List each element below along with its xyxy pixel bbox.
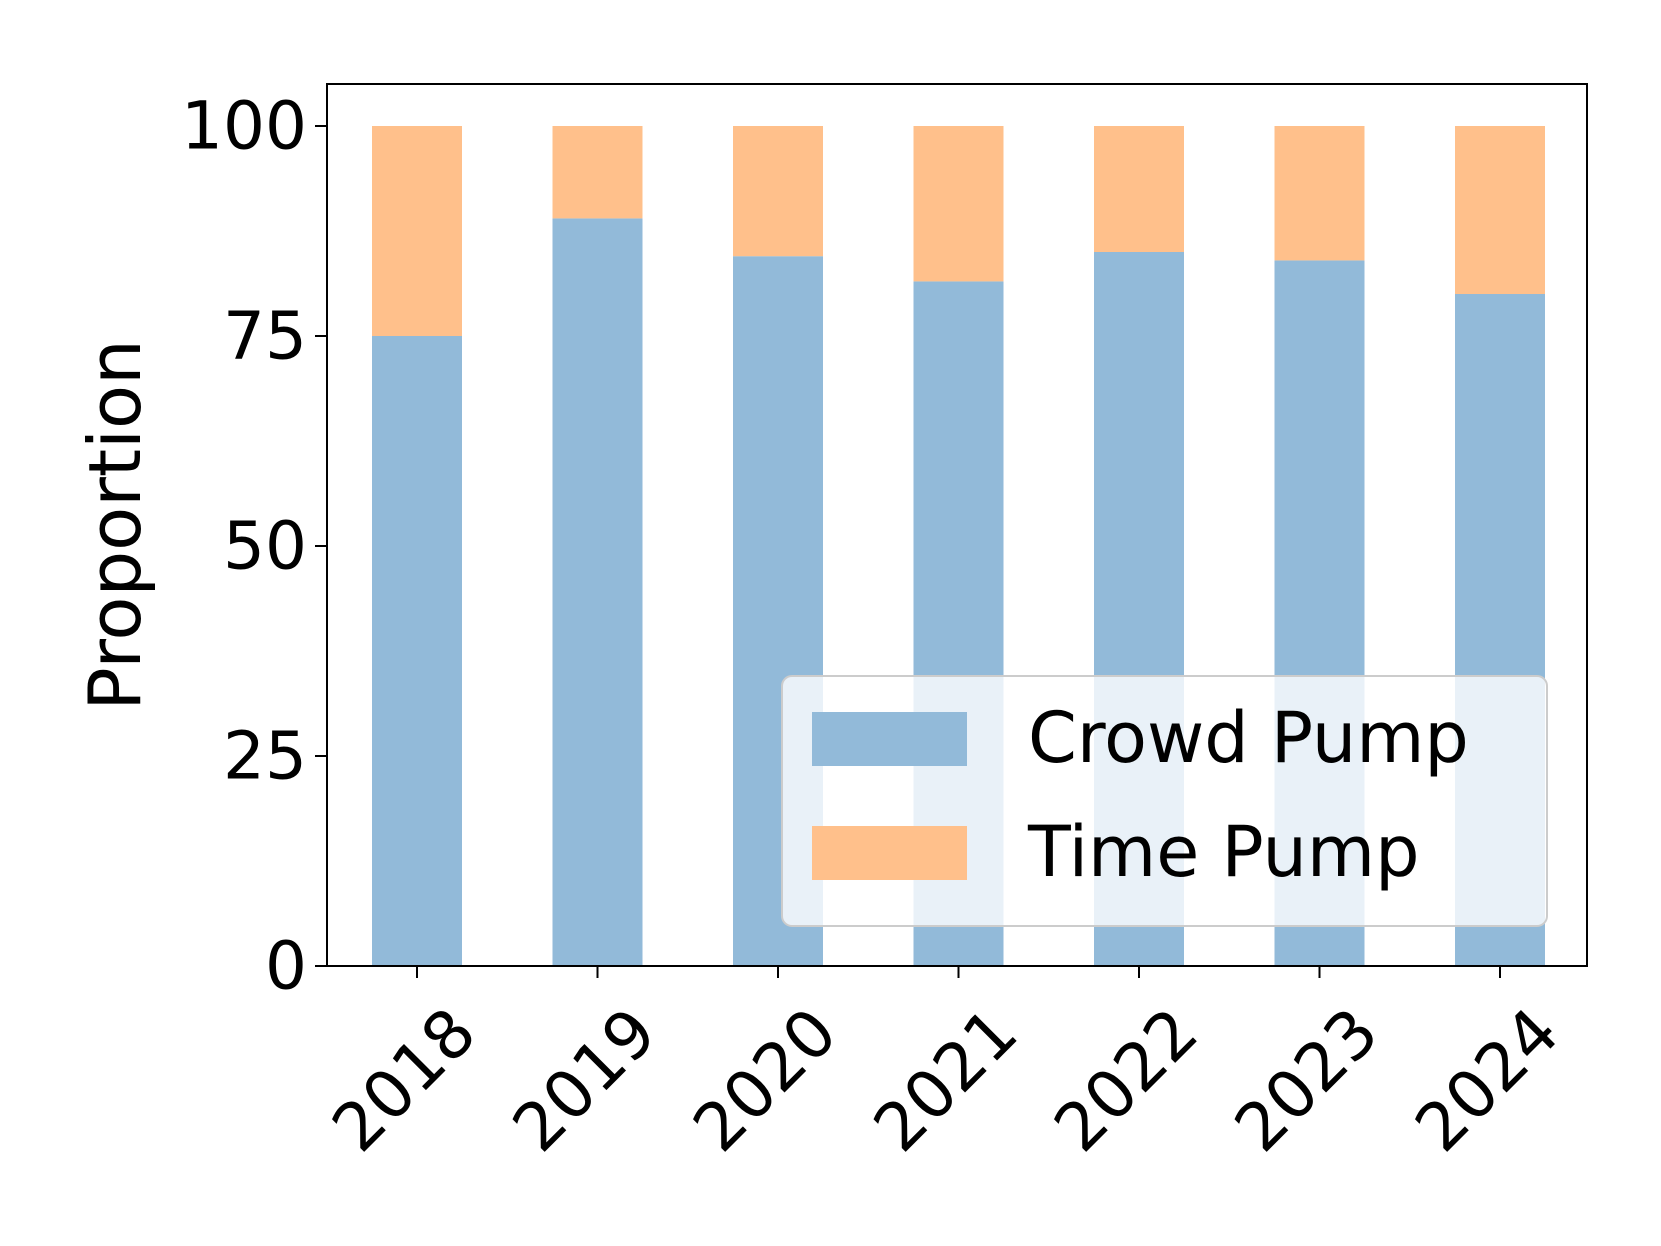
bar-crowd-pump-2018: [372, 336, 462, 966]
y-axis: 0 25 50 75 100: [181, 88, 327, 1005]
y-tick-label: 0: [265, 928, 307, 1005]
bar-time-pump-2019: [552, 126, 643, 219]
y-tick-label: 75: [223, 298, 307, 375]
bar-time-pump-2022: [1094, 126, 1184, 252]
bar-time-pump-2024: [1455, 126, 1545, 294]
legend: Crowd Pump Time Pump: [781, 675, 1548, 927]
y-tick-label: 50: [223, 508, 307, 585]
legend-label-crowd-pump: Crowd Pump: [1028, 697, 1469, 779]
bar-time-pump-2020: [733, 126, 823, 257]
bar-time-pump-2021: [913, 126, 1004, 282]
bar-time-pump-2023: [1274, 126, 1365, 261]
y-tick-label: 100: [181, 88, 307, 165]
legend-box: [781, 675, 1548, 927]
y-tick-label: 25: [223, 718, 307, 795]
legend-label-time-pump: Time Pump: [1027, 811, 1420, 893]
y-axis-label: Proportion: [73, 339, 157, 711]
bar-time-pump-2018: [372, 126, 462, 336]
plot-frame: [326, 83, 1588, 967]
legend-swatch-time-pump: [812, 826, 967, 880]
legend-swatch-crowd-pump: [812, 712, 967, 766]
bar-crowd-pump-2019: [552, 218, 643, 966]
